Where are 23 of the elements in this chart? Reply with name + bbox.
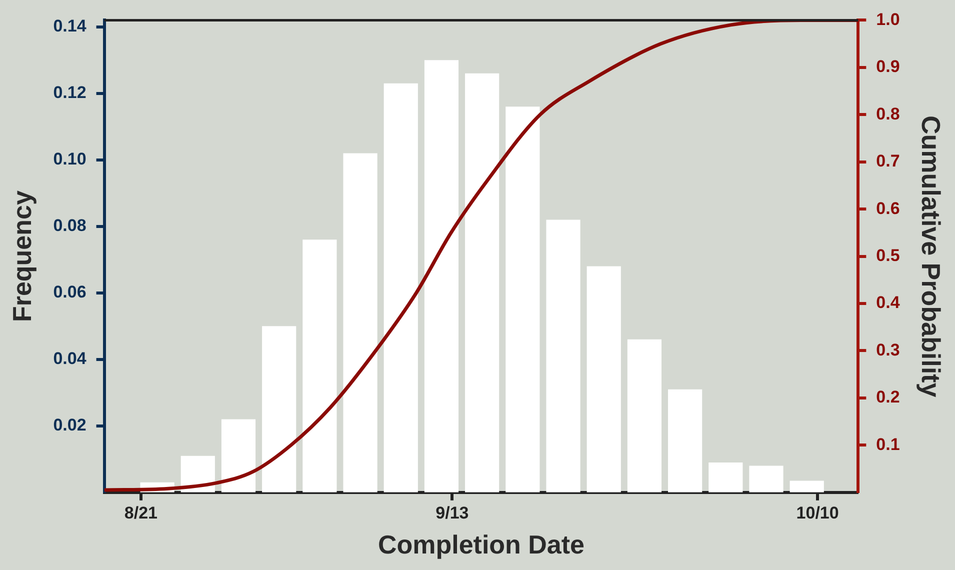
y2-tick-label: 0.7 (876, 152, 900, 171)
x-tick-label: 9/13 (436, 503, 469, 522)
y-tick-label: 0.02 (53, 416, 86, 435)
y-tick-label: 0.10 (53, 150, 86, 169)
y-tick-label: 0.12 (53, 83, 86, 102)
y-tick-label: 0.14 (53, 16, 87, 36)
y-tick-label: 0.06 (53, 282, 86, 302)
y2-tick-label: 0.8 (876, 104, 900, 124)
y-axis-title: Frequency (6, 190, 37, 322)
x-axis-title: Completion Date (378, 530, 585, 560)
y2-tick-label: 1.0 (876, 10, 900, 29)
y2-tick-label: 0.4 (876, 293, 900, 312)
y2-tick-label: 0.1 (876, 434, 900, 454)
x-tick-label: 8/21 (124, 503, 158, 522)
y2-tick-label: 0.9 (876, 57, 900, 76)
y2-tick-label: 0.3 (876, 340, 900, 360)
y2-tick-label: 0.2 (876, 388, 900, 407)
y2-axis-title: Cumulative Probability (916, 115, 946, 398)
y2-tick-label: 0.6 (876, 198, 900, 218)
x-tick-label: 10/10 (796, 503, 839, 522)
y2-tick-label: 0.5 (876, 246, 900, 265)
y-tick-label: 0.04 (53, 349, 87, 368)
y-tick-label: 0.08 (53, 216, 86, 236)
